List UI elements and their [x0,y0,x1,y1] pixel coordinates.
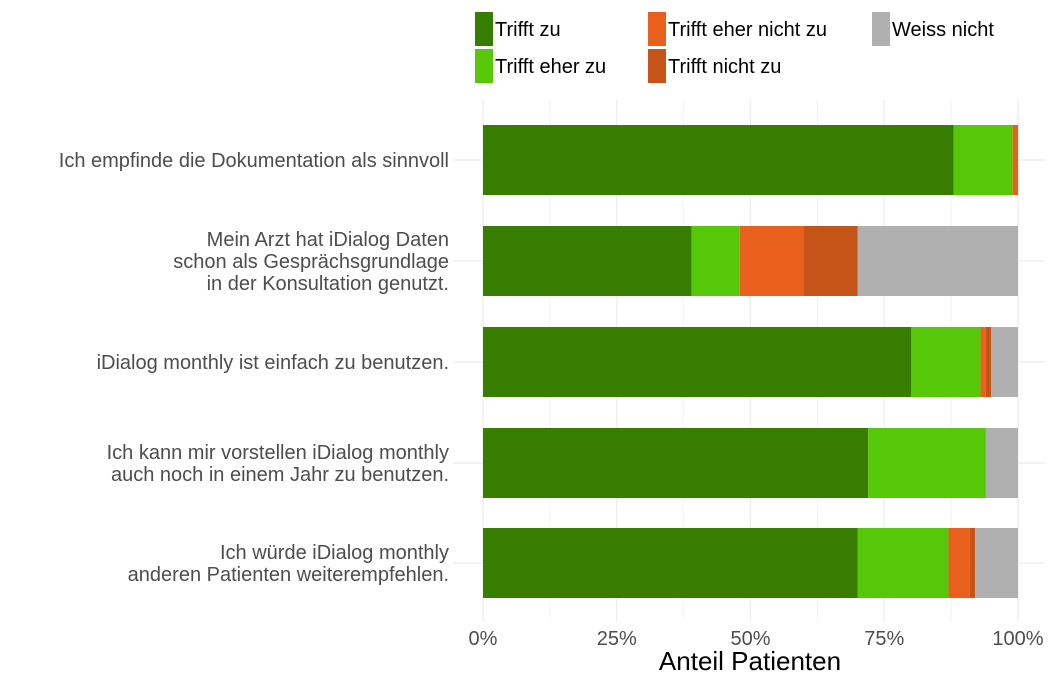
category-label-line: auch noch in einem Jahr zu benutzen. [111,464,449,486]
bar-segment [985,428,1018,498]
x-tick-label: 100% [992,628,1043,650]
legend-swatch [648,49,666,83]
legend-swatch [475,12,493,46]
bar-segment [857,528,949,598]
legend-label: Trifft nicht zu [668,56,781,78]
category-label-line: iDialog monthly ist einfach zu benutzen. [97,352,449,374]
bar-segment [953,125,1013,195]
bar-segment [483,327,911,397]
category-labels: Ich empfinde die Dokumentation als sinnv… [59,150,449,586]
x-tick-label: 25% [597,628,637,650]
bar-segment [948,528,970,598]
category-label-line: schon als Gesprächsgrundlage [173,251,449,273]
category-label: Ich würde iDialog monthly anderen Patient… [128,542,449,586]
category-label-line: Ich empfinde die Dokumentation als sinnv… [59,150,449,172]
x-axis-title: Anteil Patienten [659,646,841,675]
bar-segment [483,528,858,598]
bar-segment [804,226,858,296]
legend: Trifft zu Trifft eher zu Trifft eher nicht… [475,12,994,83]
category-label-line: Ich würde iDialog monthly [220,542,449,564]
bar-segment [975,528,1018,598]
bars [483,125,1018,598]
bar-segment [483,125,954,195]
category-label-line: Mein Arzt hat iDialog Daten [207,229,449,251]
bar-segment [739,226,804,296]
category-label-line: in der Konsultation genutzt. [207,273,449,295]
bar-segment [691,226,740,296]
legend-label: Trifft eher nicht zu [668,19,827,41]
legend-label: Trifft zu [495,19,561,41]
x-tick-label: 75% [864,628,904,650]
category-label: Ich kann mir vorstellen iDialog monthly a… [107,442,449,486]
x-tick-label: 0% [469,628,498,650]
bar-segment [483,226,692,296]
category-label-line: anderen Patienten weiterempfehlen. [128,564,449,586]
bar-segment [969,528,976,598]
category-label-line: Ich kann mir vorstellen iDialog monthly [107,442,449,464]
bar-segment [1012,125,1018,195]
category-label: iDialog monthly ist einfach zu benutzen. [97,352,449,374]
legend-swatch [872,12,890,46]
legend-swatch [475,49,493,83]
bar-segment [857,226,1018,296]
bar-segment [980,327,986,397]
category-label: Mein Arzt hat iDialog Daten schon als Ges… [173,229,449,295]
bar-segment [868,428,986,498]
category-label: Ich empfinde die Dokumentation als sinnv… [59,150,449,172]
legend-label: Weiss nicht [892,19,994,41]
bar-segment [985,327,992,397]
x-tick-labels: 0% 25% 50% 75% 100% [469,628,1044,650]
x-tick-label: 50% [730,628,770,650]
bar-segment [911,327,981,397]
bar-segment [483,428,869,498]
legend-swatch [648,12,666,46]
bar-segment [991,327,1018,397]
legend-label: Trifft eher zu [495,56,606,78]
